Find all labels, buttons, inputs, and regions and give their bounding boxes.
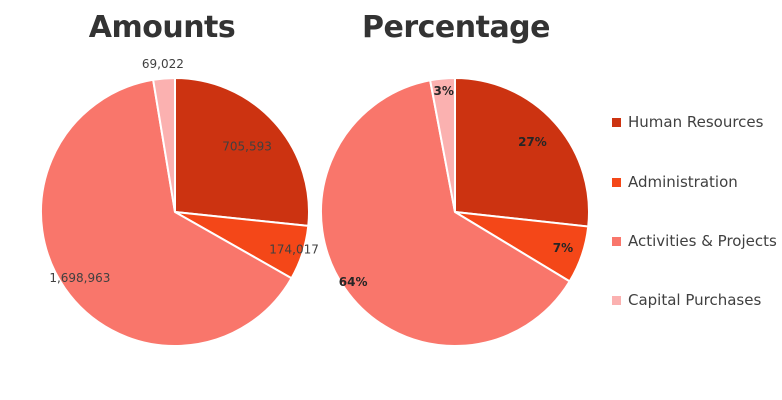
legend-item-human-resources: Human Resources bbox=[612, 112, 763, 132]
pie-slice-human-resources bbox=[174, 76, 310, 227]
data-label-administration: 7% bbox=[553, 241, 573, 255]
legend-item-administration: Administration bbox=[612, 172, 738, 192]
legend-item-capital-purchases: Capital Purchases bbox=[612, 290, 761, 310]
percentage-chart-title: Percentage bbox=[361, 10, 551, 45]
legend-label: Administration bbox=[628, 173, 738, 191]
pie-slice-activities-projects bbox=[40, 78, 293, 347]
amounts-chart-title: Amounts bbox=[88, 10, 236, 45]
pie-slice-human-resources bbox=[454, 76, 590, 228]
legend-swatch bbox=[612, 295, 621, 305]
data-label-capital-purchases: 69,022 bbox=[142, 57, 184, 71]
data-label-activities-projects: 64% bbox=[339, 275, 368, 289]
data-label-administration: 174,017 bbox=[269, 243, 319, 257]
pie-slice-capital-purchases bbox=[428, 76, 456, 213]
pie-slice-activities-projects bbox=[320, 79, 572, 347]
legend-swatch bbox=[612, 236, 621, 246]
legend-label: Capital Purchases bbox=[628, 291, 762, 309]
legend-label: Activities & Projects bbox=[628, 232, 777, 250]
legend-swatch bbox=[612, 177, 621, 187]
pie-slice-capital-purchases bbox=[151, 76, 176, 213]
data-label-capital-purchases: 3% bbox=[434, 84, 454, 98]
legend-swatch bbox=[612, 117, 621, 127]
legend-label: Human Resources bbox=[628, 113, 764, 131]
data-label-human-resources: 705,593 bbox=[222, 140, 272, 154]
data-label-activities-projects: 1,698,963 bbox=[49, 271, 110, 285]
legend-item-activities-projects: Activities & Projects bbox=[612, 231, 777, 251]
data-label-human-resources: 27% bbox=[518, 135, 547, 149]
